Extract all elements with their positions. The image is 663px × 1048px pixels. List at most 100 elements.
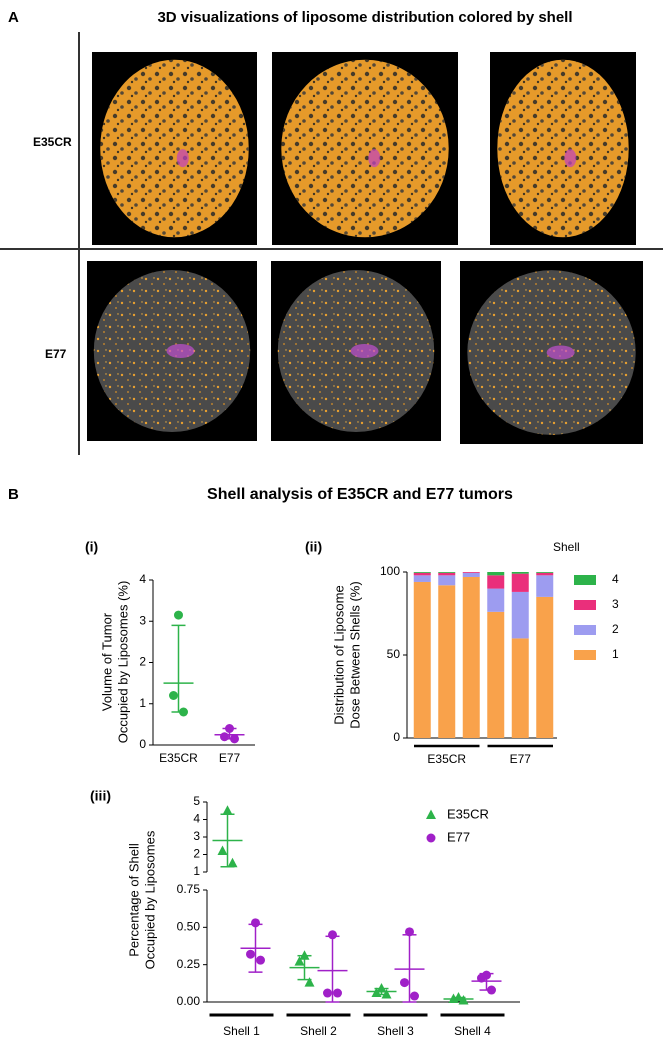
row-label: E77 [45,347,67,361]
y-tick-label: 50 [387,647,401,661]
panel-label: (i) [85,539,98,555]
y-tick-label: 0.75 [177,882,201,896]
panel-label: (iii) [90,788,111,804]
row-label: E35CR [33,135,72,149]
data-point [227,857,238,868]
data-point [304,977,315,987]
data-point [328,930,337,940]
data-point [294,956,305,966]
y-tick-label: 2 [139,655,146,669]
image-grid [87,52,643,444]
x-tick-label: E35CR [159,751,198,765]
data-point [323,988,332,998]
y-axis-label: Volume of Tumor [99,612,114,711]
bar-segment [462,576,480,738]
y-tick-label: 3 [139,613,146,627]
panel-label: B [8,486,19,503]
y-tick-label: 100 [380,564,400,578]
bar-segment [511,573,529,592]
panel-label: A [8,9,19,26]
bar-segment [511,591,529,639]
bar-segment [511,638,529,738]
legend-swatch [574,575,596,585]
y-axis-label: Occupied by Liposomes [142,830,157,969]
y-tick-label: 1 [139,696,146,710]
bar-segment [413,581,431,738]
bar-segment [536,572,554,573]
liposome-core [350,344,379,358]
legend-label: E35CR [447,806,489,821]
tumor-texture [281,59,449,238]
y-axis-label: Percentage of Shell [126,843,141,957]
y-axis-label: Dose Between Shells (%) [347,581,362,728]
bar-segment [487,611,505,738]
y-tick-label: 1 [193,864,200,878]
tumor-texture [497,59,629,238]
data-point [220,732,229,742]
data-point [174,610,183,620]
bar-segment [511,572,529,574]
x-tick-label: Shell 4 [454,1024,491,1038]
x-tick-label: Shell 3 [377,1024,414,1038]
data-point [256,955,265,965]
bar-segment [462,572,480,573]
bar-segment [438,575,456,586]
y-tick-label: 0.50 [177,920,201,934]
x-tick-label: E77 [219,751,241,765]
legend-title: Shell [553,540,580,554]
data-point [333,988,342,998]
bar-segment [487,588,505,612]
data-point [246,949,255,959]
data-point [400,978,409,988]
y-tick-label: 4 [139,572,146,586]
legend-label: 3 [612,597,619,611]
y-tick-label: 0.00 [177,994,201,1008]
y-axis-label: Distribution of Liposome [331,585,346,724]
data-point [217,845,228,855]
liposome-core [546,345,575,360]
bar-segment [413,572,431,576]
y-tick-label: 0.25 [177,957,201,971]
group-label: E35CR [427,752,466,766]
liposome-core [368,149,381,168]
legend-marker [426,833,436,843]
bar-segment [487,575,505,589]
panel-label: (ii) [305,539,322,555]
data-point [251,918,260,928]
legend-label: 4 [612,572,619,586]
bar-segment [487,572,505,576]
legend-label: 2 [612,622,619,636]
legend-label: 1 [612,647,619,661]
bar-segment [438,585,456,738]
bar-segment [536,572,554,576]
bar-segment [413,575,431,582]
bar-segment [438,572,456,573]
panel-title: Shell analysis of E35CR and E77 tumors [207,486,513,503]
legend-swatch [574,650,596,660]
panel-title: 3D visualizations of liposome distributi… [157,9,572,26]
liposome-core [564,149,577,168]
liposome-core [166,344,195,358]
y-tick-label: 4 [193,812,200,826]
bar-segment [413,572,431,573]
bar-segment [536,596,554,738]
legend-marker [426,809,436,819]
bar-segment [536,575,554,597]
y-tick-label: 0 [393,730,400,744]
y-tick-label: 3 [193,829,200,843]
y-tick-label: 0 [139,737,146,751]
liposome-core [176,149,189,168]
legend-label: E77 [447,829,470,844]
data-point [222,805,233,815]
y-tick-label: 2 [193,847,200,861]
data-point [410,991,419,1001]
bar-segment [462,572,480,577]
y-tick-label: 5 [193,794,200,808]
data-point [169,691,178,700]
bar-segment [438,572,456,576]
legend-swatch [574,625,596,635]
x-tick-label: Shell 2 [300,1024,337,1038]
tumor-texture [100,59,249,238]
group-label: E77 [510,752,532,766]
